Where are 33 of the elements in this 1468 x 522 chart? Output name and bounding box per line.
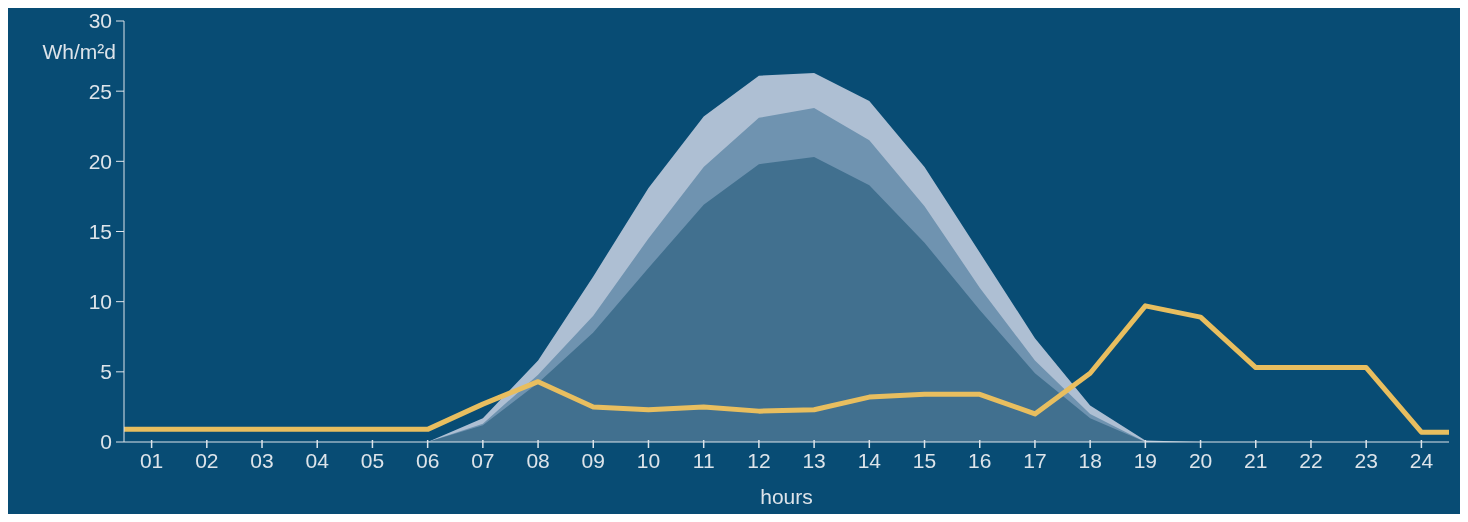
y-axis-title: Wh/m²d [42,40,116,63]
y-tick-label: 5 [100,360,112,384]
y-tick-label: 25 [88,79,112,103]
y-tick-label: 15 [88,219,112,243]
y-tick-label: 0 [100,430,112,454]
x-tick-label: 17 [1023,449,1047,472]
x-tick-label: 19 [1133,449,1158,472]
x-tick-label: 02 [195,449,219,472]
x-axis-title: hours [760,485,813,508]
x-tick-label: 03 [250,449,274,472]
x-tick-label: 22 [1299,449,1323,472]
x-tick-label: 23 [1354,449,1378,472]
x-tick-label: 09 [581,449,605,472]
y-tick-label: 10 [88,290,112,314]
x-tick-label: 14 [857,449,882,472]
x-tick-label: 18 [1078,449,1102,472]
y-tick-label: 20 [88,149,112,173]
x-tick-label: 21 [1244,449,1268,472]
x-tick-label: 07 [471,449,495,472]
y-tick-label: 30 [88,9,112,33]
x-tick-label: 05 [360,449,385,472]
x-tick-label: 16 [968,449,992,472]
x-tick-label: 06 [415,449,440,472]
x-tick-label: 08 [526,449,550,472]
x-tick-label: 04 [305,449,330,472]
x-tick-label: 12 [747,449,771,472]
x-tick-label: 01 [139,449,164,472]
x-tick-label: 24 [1409,449,1434,472]
x-tick-label: 10 [636,449,661,472]
x-tick-label: 13 [802,449,826,472]
x-tick-label: 11 [692,449,715,472]
x-tick-label: 15 [912,449,937,472]
x-tick-label: 20 [1188,449,1213,472]
